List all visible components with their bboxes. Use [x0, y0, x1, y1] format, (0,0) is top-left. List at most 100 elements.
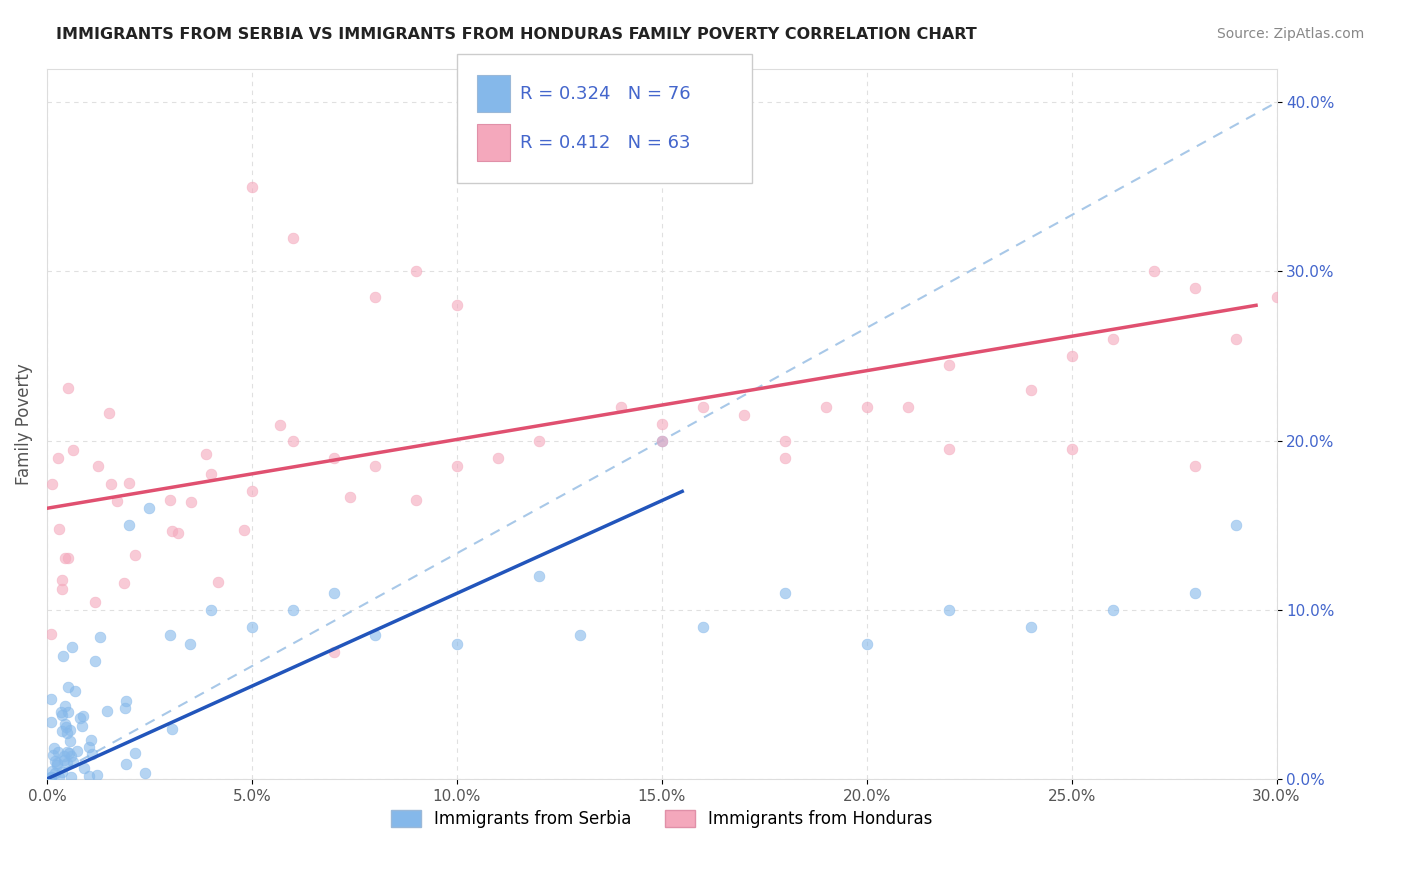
- Point: [83, 594, 105, 608]
- Point: [41, 764, 63, 779]
- Point: [486, 450, 509, 465]
- Text: R = 0.324   N = 76: R = 0.324 N = 76: [520, 85, 690, 103]
- Point: [59, 734, 82, 748]
- Point: [77, 740, 100, 755]
- Text: Source: ZipAtlas.com: Source: ZipAtlas.com: [1216, 27, 1364, 41]
- Point: [77, 769, 100, 783]
- Point: [446, 458, 468, 473]
- Point: [44, 754, 66, 768]
- Point: [240, 620, 263, 634]
- Point: [53, 699, 76, 714]
- Point: [446, 298, 468, 312]
- Point: [364, 628, 387, 642]
- Point: [39, 770, 62, 784]
- Point: [44, 766, 66, 780]
- Point: [1060, 349, 1083, 363]
- Point: [83, 654, 105, 668]
- Point: [62, 756, 84, 770]
- Point: [60, 770, 83, 784]
- Point: [405, 492, 427, 507]
- Point: [39, 626, 62, 640]
- Point: [80, 733, 103, 747]
- Text: R = 0.412   N = 63: R = 0.412 N = 63: [520, 134, 690, 152]
- Point: [51, 765, 73, 780]
- Point: [166, 525, 188, 540]
- Point: [179, 637, 201, 651]
- Point: [773, 586, 796, 600]
- Point: [938, 603, 960, 617]
- Point: [58, 551, 80, 566]
- Point: [114, 701, 136, 715]
- Point: [180, 495, 202, 509]
- Point: [70, 718, 93, 732]
- Point: [56, 381, 79, 395]
- Point: [1184, 281, 1206, 295]
- Point: [53, 748, 76, 763]
- Point: [53, 716, 76, 731]
- Point: [44, 740, 66, 755]
- Point: [124, 548, 146, 562]
- Point: [55, 720, 77, 734]
- Point: [281, 434, 304, 448]
- Text: IMMIGRANTS FROM SERBIA VS IMMIGRANTS FROM HONDURAS FAMILY POVERTY CORRELATION CH: IMMIGRANTS FROM SERBIA VS IMMIGRANTS FRO…: [56, 27, 977, 42]
- Point: [118, 475, 141, 490]
- Point: [159, 628, 181, 642]
- Point: [1019, 620, 1042, 634]
- Point: [446, 637, 468, 651]
- Point: [1184, 458, 1206, 473]
- Point: [96, 704, 118, 718]
- Point: [364, 290, 387, 304]
- Point: [89, 630, 111, 644]
- Point: [651, 434, 673, 448]
- Point: [39, 714, 62, 729]
- Point: [814, 400, 837, 414]
- Point: [51, 573, 73, 587]
- Point: [733, 409, 755, 423]
- Point: [60, 640, 83, 655]
- Point: [322, 645, 344, 659]
- Point: [56, 726, 79, 740]
- Point: [855, 637, 877, 651]
- Point: [322, 586, 344, 600]
- Point: [114, 756, 136, 771]
- Point: [232, 523, 254, 537]
- Point: [240, 180, 263, 194]
- Point: [86, 768, 108, 782]
- Point: [405, 264, 427, 278]
- Point: [160, 524, 183, 538]
- Point: [200, 467, 222, 482]
- Point: [51, 705, 73, 719]
- Point: [46, 451, 69, 466]
- Point: [651, 417, 673, 431]
- Point: [1184, 586, 1206, 600]
- Point: [855, 400, 877, 414]
- Point: [609, 400, 631, 414]
- Point: [51, 708, 73, 723]
- Point: [568, 628, 591, 642]
- Point: [651, 434, 673, 448]
- Point: [87, 458, 110, 473]
- Point: [55, 745, 77, 759]
- Point: [195, 447, 218, 461]
- Point: [124, 746, 146, 760]
- Point: [63, 683, 86, 698]
- Point: [73, 761, 96, 775]
- Point: [55, 756, 77, 771]
- Point: [53, 753, 76, 767]
- Point: [53, 551, 76, 566]
- Point: [112, 576, 135, 591]
- Point: [773, 434, 796, 448]
- Point: [100, 476, 122, 491]
- Point: [364, 458, 387, 473]
- Point: [66, 744, 89, 758]
- Point: [160, 722, 183, 736]
- Point: [527, 434, 550, 448]
- Point: [48, 522, 70, 536]
- Point: [39, 770, 62, 784]
- Point: [159, 492, 181, 507]
- Point: [692, 400, 714, 414]
- Point: [1225, 332, 1247, 346]
- Point: [1060, 442, 1083, 456]
- Point: [46, 745, 69, 759]
- Point: [1142, 264, 1164, 278]
